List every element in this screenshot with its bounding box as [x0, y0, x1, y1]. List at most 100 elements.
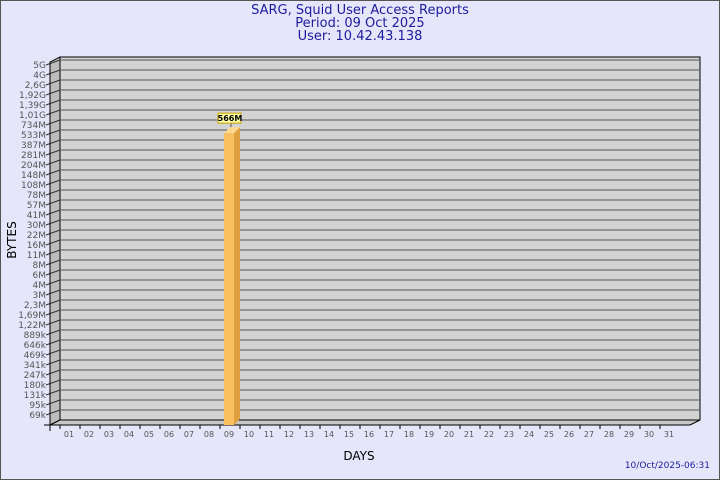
y-tick-label: 180k	[24, 381, 47, 391]
chart-subtitle-period: Period: 09 Oct 2025	[295, 16, 425, 31]
y-tick-label: 148M	[21, 171, 46, 181]
x-tick-label: 21	[464, 430, 474, 439]
y-tick	[45, 229, 61, 236]
x-tick-label: 14	[324, 430, 334, 439]
y-tick-label: 8M	[33, 261, 47, 271]
y-tick	[45, 259, 61, 266]
y-tick-label: 57M	[27, 201, 46, 211]
y-tick	[45, 159, 61, 166]
y-tick-label: 3M	[33, 291, 47, 301]
y-tick	[45, 309, 61, 316]
x-tick-label: 08	[204, 430, 214, 439]
y-tick	[45, 349, 61, 356]
y-tick	[45, 189, 61, 196]
y-tick	[45, 299, 61, 306]
x-tick-label: 11	[264, 430, 274, 439]
bar-top	[224, 127, 240, 134]
x-tick-label: 17	[384, 430, 394, 439]
chart-subtitle-user: User: 10.42.43.138	[297, 29, 423, 44]
y-tick	[45, 169, 61, 176]
x-tick-label: 18	[404, 430, 414, 439]
y-tick	[45, 109, 61, 116]
y-tick-label: 387M	[21, 141, 46, 151]
chart-title: SARG, Squid User Access Reports	[251, 3, 469, 18]
y-tick	[45, 219, 61, 226]
y-tick	[45, 239, 61, 246]
y-tick-label: 4M	[33, 281, 47, 291]
x-tick-label: 01	[64, 430, 74, 439]
bar-side	[234, 127, 240, 426]
y-tick	[45, 289, 61, 296]
y-tick	[45, 199, 61, 206]
x-tick-label: 20	[444, 430, 454, 439]
y-tick-label: 41M	[27, 211, 46, 221]
y-tick-label: 16M	[27, 241, 46, 251]
y-tick	[45, 79, 61, 86]
y-tick-label: 204M	[21, 161, 46, 171]
y-tick-label: 646k	[24, 341, 47, 351]
y-tick-label: 1,69M	[18, 311, 46, 321]
y-tick-label: 69k	[29, 411, 46, 421]
x-tick-label: 04	[124, 430, 134, 439]
y-tick-label: 247k	[24, 371, 47, 381]
x-tick-label: 15	[344, 430, 354, 439]
y-tick-label: 1,39G	[19, 101, 46, 111]
y-tick-label: 1,22M	[18, 321, 46, 331]
y-tick	[45, 379, 61, 386]
y-tick	[45, 59, 61, 66]
bar-label-box	[217, 112, 242, 124]
y-tick	[45, 249, 61, 256]
y-tick	[45, 389, 61, 396]
y-tick	[45, 329, 61, 336]
y-tick-label: 889k	[24, 331, 47, 341]
y-tick-label: 6M	[33, 271, 47, 281]
x-tick-label: 30	[644, 430, 654, 439]
y-tick-label: 341k	[24, 361, 47, 371]
x-tick-label: 07	[184, 430, 194, 439]
y-tick	[45, 149, 61, 156]
x-tick-label: 28	[604, 430, 614, 439]
y-tick-label: 469k	[24, 351, 47, 361]
bar	[224, 133, 234, 425]
x-axis-title: DAYS	[343, 449, 374, 463]
y-tick-label: 734M	[21, 121, 46, 131]
y-tick	[45, 69, 61, 76]
x-tick-label: 25	[544, 430, 554, 439]
y-tick	[45, 179, 61, 186]
y-tick-label: 22M	[27, 231, 46, 241]
bar-value-label: 566M	[218, 114, 243, 123]
x-tick-label: 27	[584, 430, 594, 439]
y-tick	[45, 89, 61, 96]
footer-timestamp: 10/Oct/2025-06:31	[624, 461, 710, 471]
back-wall	[59, 56, 701, 421]
x-tick-label: 19	[424, 430, 434, 439]
y-tick	[45, 339, 61, 346]
x-tick-label: 24	[524, 430, 534, 439]
y-tick-label: 11M	[27, 251, 46, 261]
y-axis-title: BYTES	[5, 221, 19, 258]
y-tick-label: 5G	[33, 61, 46, 71]
y-tick	[45, 369, 61, 376]
y-tick-label: 281M	[21, 151, 46, 161]
y-tick-label: 78M	[27, 191, 46, 201]
y-tick-label: 2,3M	[24, 301, 46, 311]
y-tick	[45, 209, 61, 216]
y-tick	[45, 359, 61, 366]
x-tick-label: 03	[104, 430, 114, 439]
x-tick-label: 02	[84, 430, 94, 439]
x-tick-label: 29	[624, 430, 634, 439]
y-tick	[45, 139, 61, 146]
x-tick-label: 06	[164, 430, 174, 439]
x-tick-label: 23	[504, 430, 514, 439]
y-tick-label: 131k	[24, 391, 47, 401]
x-tick-label: 05	[144, 430, 154, 439]
y-tick	[45, 119, 61, 126]
y-tick-label: 1,01G	[19, 111, 46, 121]
x-tick-label: 16	[364, 430, 374, 439]
y-tick	[45, 279, 61, 286]
x-tick-label: 26	[564, 430, 574, 439]
x-tick-label: 09	[224, 430, 234, 439]
y-tick-label: 533M	[21, 131, 46, 141]
y-tick	[45, 319, 61, 326]
y-tick-label: 4G	[33, 71, 46, 81]
